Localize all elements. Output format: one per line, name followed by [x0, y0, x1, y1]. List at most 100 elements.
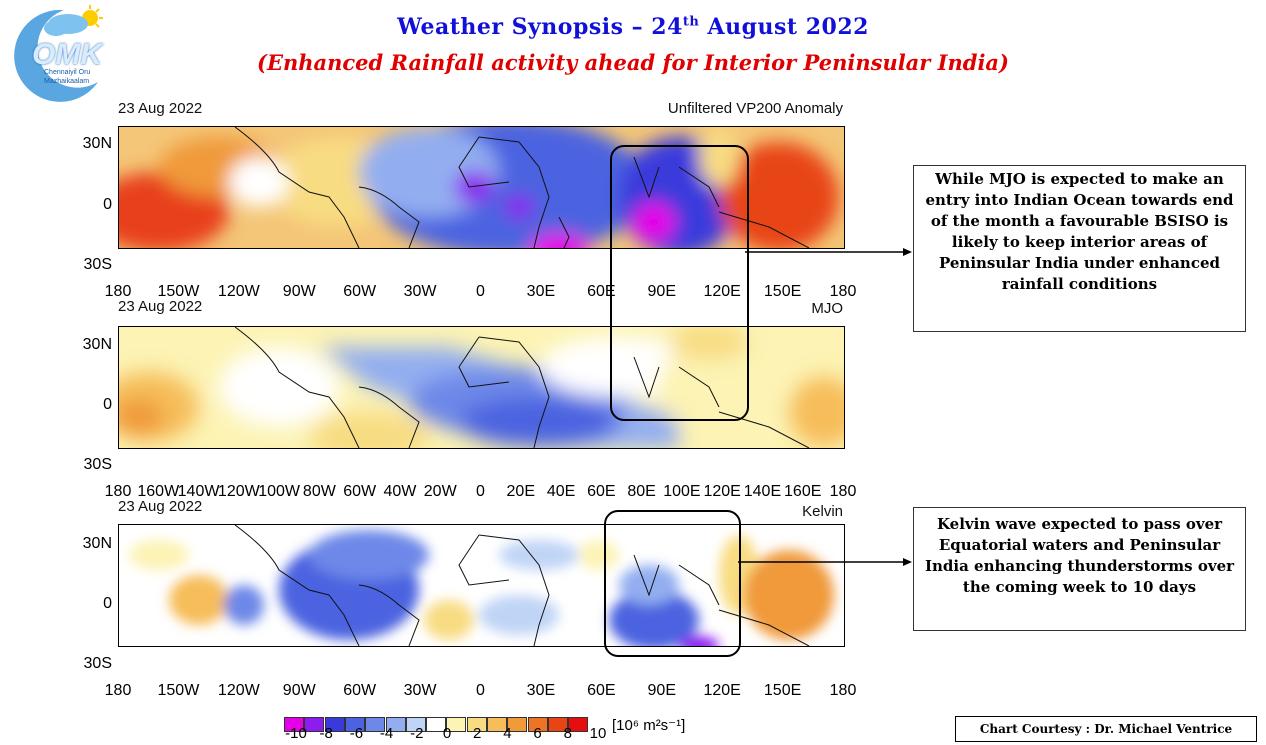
lon-tick: 120W: [217, 283, 260, 300]
lon-tick: 180: [104, 483, 132, 500]
colorbar-swatch: [365, 717, 386, 732]
panel-3-date: 23 Aug 2022: [118, 498, 203, 515]
panel-1-date: 23 Aug 2022: [118, 100, 203, 117]
lon-tick: 140E: [743, 483, 782, 500]
lon-tick: 0: [476, 483, 485, 500]
colorbar-label: 0: [442, 725, 452, 742]
p2-lat-0: 0: [103, 396, 112, 413]
lon-tick: 60W: [343, 682, 377, 699]
colorbar-label: 2: [473, 725, 482, 742]
lon-tick: 30W: [403, 283, 437, 300]
colorbar-swatch: [344, 717, 365, 732]
p1-lat-30n: 30N: [82, 135, 112, 152]
lon-tick: 180: [829, 483, 857, 500]
colorbar-swatch: [527, 717, 548, 732]
colorbar-swatch: [568, 717, 589, 732]
lon-tick: 90W: [282, 682, 316, 699]
lon-tick: 180: [104, 682, 132, 699]
lon-tick: 90W: [282, 283, 316, 300]
vp200-anomaly-map: [118, 126, 845, 249]
colorbar-unit: [10⁶ m²s⁻¹]: [612, 717, 686, 734]
p1-lat-30s: 30S: [83, 256, 112, 273]
lon-tick: 0: [476, 283, 485, 300]
lon-tick: 120E: [703, 682, 741, 699]
lon-tick: 30W: [403, 682, 437, 699]
colorbar-label: 6: [533, 725, 542, 742]
kelvin-note: Kelvin wave expected to pass over Equato…: [913, 507, 1246, 631]
colorbar-label: -4: [379, 725, 394, 742]
colorbar-label: 4: [503, 725, 512, 742]
colorbar-swatch: [446, 717, 467, 732]
lon-tick: 0: [476, 682, 485, 699]
lon-tick: 40E: [546, 483, 576, 500]
kelvin-highlight-box: [604, 510, 741, 657]
lon-tick: 120W: [217, 483, 260, 500]
logo-tagline-2: Mazhaikaalam: [44, 78, 90, 85]
lon-tick: 180: [104, 283, 132, 300]
p3-lat-30n: 30N: [82, 535, 112, 552]
lon-tick: 100W: [258, 483, 301, 500]
lon-tick: 150W: [157, 682, 200, 699]
page-subtitle: (Enhanced Rainfall activity ahead for In…: [257, 50, 1009, 75]
colorbar-swatch: [466, 717, 487, 732]
lon-tick: 160W: [137, 483, 180, 500]
lon-tick: 80E: [627, 483, 656, 500]
chart-courtesy: Chart Courtesy : Dr. Michael Ventrice: [955, 716, 1257, 742]
lon-tick: 180: [829, 283, 857, 300]
lon-tick: 20E: [506, 483, 535, 500]
panel-2-label: MJO: [811, 300, 843, 317]
p3-lat-0: 0: [103, 595, 112, 612]
lon-tick: 30E: [526, 682, 556, 699]
lon-tick: 30E: [526, 283, 556, 300]
lon-tick: 90E: [647, 283, 676, 300]
colorbar-swatch: [324, 717, 345, 732]
indian-ocean-highlight-box: [610, 145, 749, 421]
mjo-map: [118, 326, 845, 449]
lon-tick: 60W: [343, 283, 377, 300]
lon-tick: 150E: [763, 283, 802, 300]
colorbar-label: -2: [410, 725, 424, 742]
colorbar-swatch: [507, 717, 528, 732]
lon-tick: 20W: [423, 483, 457, 500]
colorbar-label: -6: [349, 725, 364, 742]
p3-lat-30s: 30S: [83, 655, 112, 672]
colorbar-swatch: [487, 717, 507, 732]
lon-tick: 60E: [587, 682, 616, 699]
colorbar-label: 10: [589, 725, 607, 742]
p2-lat-30s: 30S: [83, 456, 112, 473]
colorbar-swatch: [284, 717, 304, 732]
colorbar-swatch: [385, 717, 406, 732]
colorbar-label: 8: [563, 725, 572, 742]
colorbar-swatch: [547, 717, 568, 732]
lon-tick: 140W: [177, 483, 220, 500]
lon-tick: 60E: [587, 283, 616, 300]
p1-lat-0: 0: [103, 196, 112, 213]
lon-tick: 80W: [302, 483, 336, 500]
panel-3-label: Kelvin: [802, 503, 843, 520]
lon-tick: 60W: [343, 483, 377, 500]
omk-logo: OMK Chennaiyil Oru Mazhaikaalam: [4, 2, 104, 102]
lon-tick: 120E: [703, 283, 741, 300]
page-title: Weather Synopsis – 24th August 2022: [397, 14, 869, 40]
lon-tick: 100E: [663, 483, 701, 500]
lon-tick: 40W: [383, 483, 417, 500]
lon-tick: 90E: [647, 682, 676, 699]
colorbar-swatch: [426, 717, 447, 732]
lon-tick: 150W: [157, 283, 200, 300]
colorbar-swatch: [304, 717, 325, 732]
lon-tick: 60E: [587, 483, 616, 500]
lon-tick: 150E: [763, 682, 802, 699]
panel-2-date: 23 Aug 2022: [118, 298, 203, 315]
p2-lat-30n: 30N: [82, 336, 112, 353]
lon-tick: 120W: [217, 682, 260, 699]
logo-text: OMK: [32, 38, 102, 71]
lon-tick: 120E: [703, 483, 741, 500]
colorbar-swatch: [405, 717, 426, 732]
lon-tick: 180: [829, 682, 857, 699]
bsiso-note: While MJO is expected to make an entry i…: [913, 165, 1246, 332]
colorbar-label: -10: [285, 725, 307, 742]
logo-tagline-1: Chennaiyil Oru: [44, 69, 91, 76]
colorbar-label: -8: [319, 725, 333, 742]
panel-1-label: Unfiltered VP200 Anomaly: [667, 100, 843, 117]
